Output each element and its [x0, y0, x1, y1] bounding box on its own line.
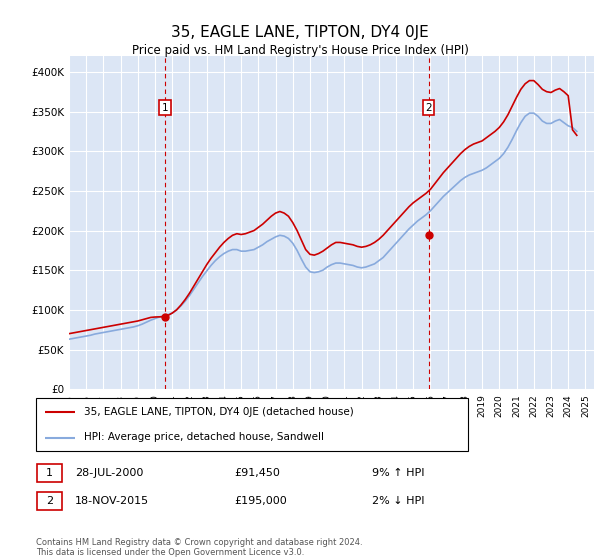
Text: 1: 1	[46, 468, 53, 478]
Text: 28-JUL-2000: 28-JUL-2000	[75, 468, 143, 478]
Text: 9% ↑ HPI: 9% ↑ HPI	[372, 468, 425, 478]
Text: 2% ↓ HPI: 2% ↓ HPI	[372, 496, 425, 506]
Text: £195,000: £195,000	[234, 496, 287, 506]
Text: 35, EAGLE LANE, TIPTON, DY4 0JE: 35, EAGLE LANE, TIPTON, DY4 0JE	[171, 25, 429, 40]
FancyBboxPatch shape	[36, 398, 468, 451]
Text: 2: 2	[46, 496, 53, 506]
Text: 2: 2	[425, 102, 432, 113]
Text: 35, EAGLE LANE, TIPTON, DY4 0JE (detached house): 35, EAGLE LANE, TIPTON, DY4 0JE (detache…	[83, 408, 353, 418]
FancyBboxPatch shape	[37, 464, 62, 482]
Text: 18-NOV-2015: 18-NOV-2015	[75, 496, 149, 506]
Text: Contains HM Land Registry data © Crown copyright and database right 2024.
This d: Contains HM Land Registry data © Crown c…	[36, 538, 362, 557]
Text: HPI: Average price, detached house, Sandwell: HPI: Average price, detached house, Sand…	[83, 432, 323, 442]
Text: £91,450: £91,450	[234, 468, 280, 478]
Text: Price paid vs. HM Land Registry's House Price Index (HPI): Price paid vs. HM Land Registry's House …	[131, 44, 469, 57]
FancyBboxPatch shape	[37, 492, 62, 510]
Text: 1: 1	[162, 102, 169, 113]
